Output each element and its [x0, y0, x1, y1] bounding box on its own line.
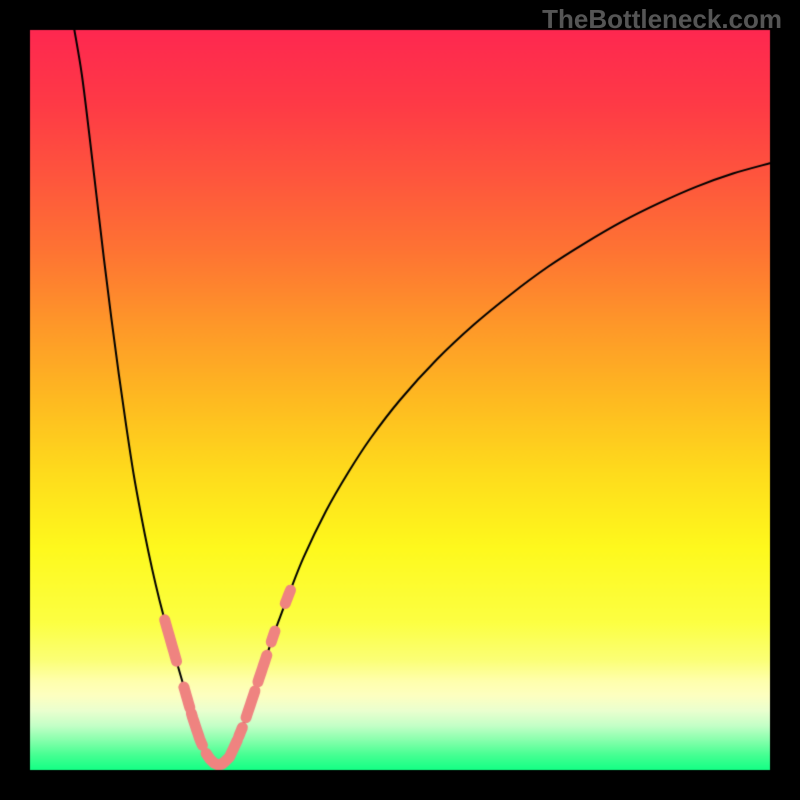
bottleneck-chart-canvas	[0, 0, 800, 800]
watermark-text: TheBottleneck.com	[542, 4, 782, 35]
